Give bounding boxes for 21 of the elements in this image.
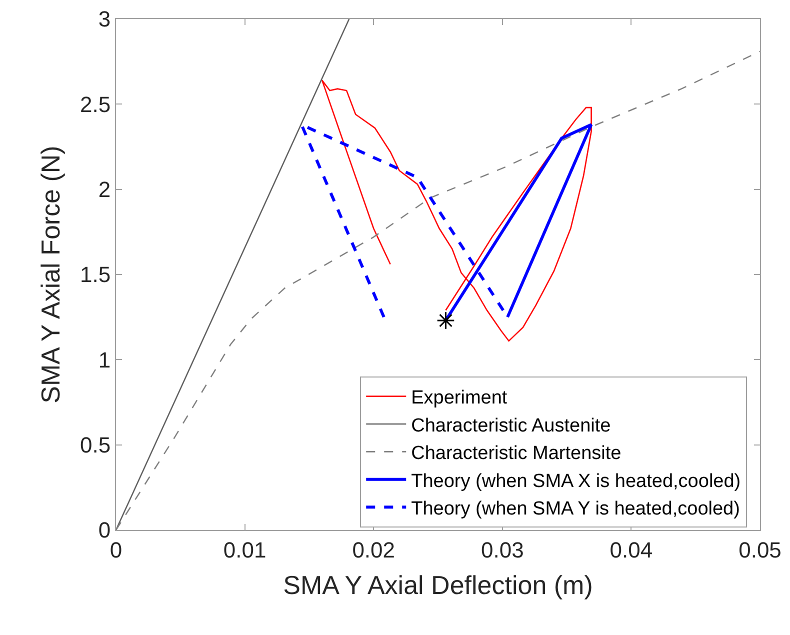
y-tick-label: 1.5 [80,262,111,288]
line-series [116,50,760,530]
line-series [321,80,592,342]
legend-label: Experiment [411,388,508,409]
y-tick-label: 0.5 [80,432,111,458]
y-tick-label: 2.5 [80,92,111,117]
legend-label: Characteristic Austenite [411,415,611,436]
x-tick-label: 0.01 [223,537,266,562]
x-tick-label: 0.03 [480,537,524,562]
x-axis-title: SMA Y Axial Deflection (m) [283,570,593,600]
y-tick-label: 1 [98,347,111,372]
y-axis-title: SMA Y Axial Force (N) [35,146,66,404]
y-tick-label: 0 [98,518,111,543]
x-tick-label: 0.04 [610,537,653,562]
legend-label: Theory (when SMA X is heated,cooled) [411,470,741,492]
y-tick-label: 3 [98,6,111,32]
x-tick-label: 0.02 [352,537,396,562]
y-tick-label: 2 [98,177,111,202]
legend-label: Theory (when SMA Y is heated,cooled) [411,498,740,520]
x-tick-label: 0.05 [738,537,782,562]
legend-label: Characteristic Martensite [411,443,622,464]
